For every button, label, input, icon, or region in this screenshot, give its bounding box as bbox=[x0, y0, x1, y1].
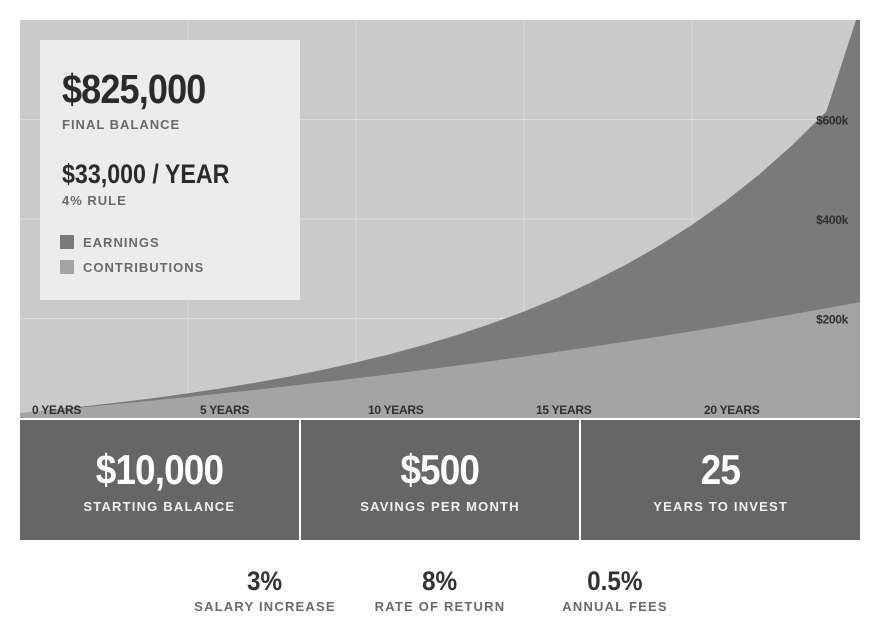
summary-panel: $825,000 FINAL BALANCE $33,000 / YEAR 4%… bbox=[40, 40, 300, 300]
earnings-swatch bbox=[60, 235, 74, 249]
salary-increase-label: SALARY INCREASE bbox=[194, 599, 336, 614]
contributions-swatch bbox=[60, 260, 74, 274]
final-balance-value: $825,000 bbox=[62, 66, 206, 112]
y-tick-label-400000: $400k bbox=[816, 213, 848, 227]
x-tick-label-20: 20 YEARS bbox=[704, 403, 760, 417]
salary-increase-value[interactable]: 3% bbox=[247, 566, 283, 596]
input-stats-bar: $10,000 STARTING BALANCE $500 SAVINGS PE… bbox=[20, 420, 861, 540]
final-balance-label: FINAL BALANCE bbox=[62, 117, 181, 132]
savings-per-month-stat[interactable]: $500 SAVINGS PER MONTH bbox=[298, 420, 580, 540]
savings-per-month-value[interactable]: $500 bbox=[400, 445, 481, 493]
assumptions-row: 3% SALARY INCREASE 8% RATE OF RETURN 0.5… bbox=[180, 565, 700, 625]
years-to-invest-value[interactable]: 25 bbox=[700, 445, 741, 493]
starting-balance-stat[interactable]: $10,000 STARTING BALANCE bbox=[20, 420, 299, 540]
starting-balance-value[interactable]: $10,000 bbox=[95, 445, 224, 493]
annual-income-value: $33,000 / YEAR bbox=[62, 159, 230, 189]
starting-balance-label: STARTING BALANCE bbox=[83, 498, 236, 514]
x-tick-label-0: 0 YEARS bbox=[32, 403, 81, 417]
x-tick-label-5: 5 YEARS bbox=[200, 403, 249, 417]
annual-fees-param[interactable]: 0.5% ANNUAL FEES bbox=[530, 565, 700, 625]
salary-increase-param[interactable]: 3% SALARY INCREASE bbox=[180, 565, 350, 625]
rate-of-return-param[interactable]: 8% RATE OF RETURN bbox=[355, 565, 525, 625]
legend-label-contributions: CONTRIBUTIONS bbox=[83, 259, 205, 275]
legend-label-earnings: EARNINGS bbox=[83, 234, 160, 250]
annual-fees-value[interactable]: 0.5% bbox=[587, 566, 643, 596]
y-tick-label-600000: $600k bbox=[816, 114, 848, 128]
years-to-invest-label: YEARS TO INVEST bbox=[653, 498, 789, 514]
rate-of-return-label: RATE OF RETURN bbox=[374, 599, 506, 614]
x-tick-label-15: 15 YEARS bbox=[536, 403, 592, 417]
savings-per-month-label: SAVINGS PER MONTH bbox=[360, 498, 520, 514]
legend-item-contributions: CONTRIBUTIONS bbox=[60, 259, 205, 275]
earnings-area bbox=[20, 20, 860, 414]
annual-income-label: 4% RULE bbox=[62, 193, 127, 208]
y-tick-label-200000: $200k bbox=[816, 313, 848, 327]
legend-item-earnings: EARNINGS bbox=[60, 234, 160, 250]
years-to-invest-stat[interactable]: 25 YEARS TO INVEST bbox=[579, 420, 861, 540]
annual-fees-label: ANNUAL FEES bbox=[562, 599, 668, 614]
rate-of-return-value[interactable]: 8% bbox=[422, 566, 458, 596]
x-tick-label-10: 10 YEARS bbox=[368, 403, 424, 417]
contributions-area bbox=[20, 302, 860, 418]
